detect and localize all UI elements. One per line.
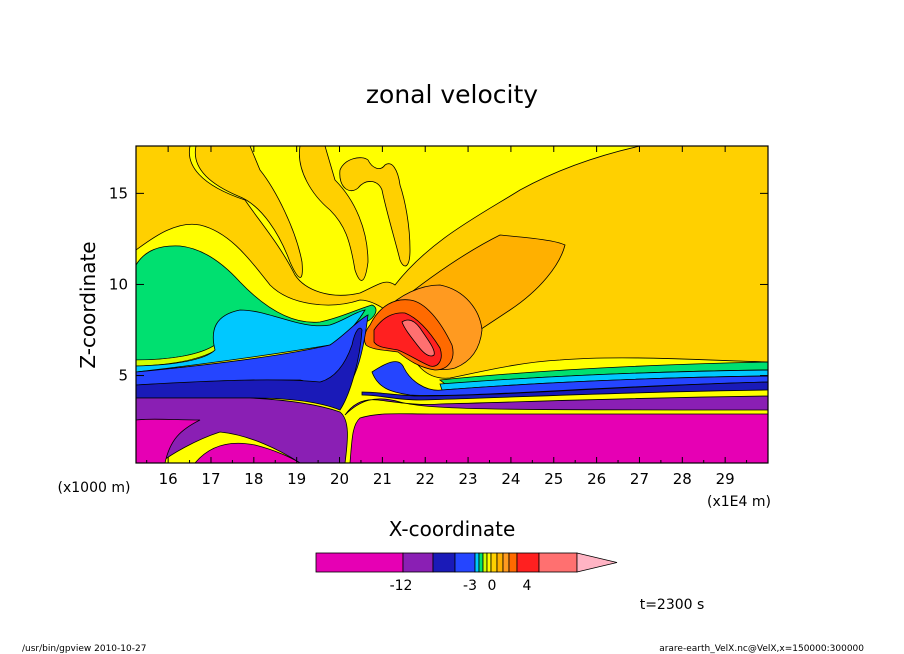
y-unit-label: (x1000 m) — [58, 480, 131, 496]
time-label: t=2300 s — [640, 597, 705, 613]
x-axis-label: X-coordinate — [389, 517, 516, 541]
colorbar-swatch — [402, 552, 434, 573]
contour-region-pink — [401, 319, 435, 357]
colorbar-swatch — [474, 552, 480, 573]
colorbar-swatch — [315, 552, 404, 573]
x-tick-label: 16 — [159, 470, 178, 488]
colorbar-label: -3 — [463, 578, 477, 594]
colorbar-swatch — [496, 552, 504, 573]
x-unit-label: (x1E4 m) — [707, 494, 771, 510]
footer-right: arare-earth_VelX.nc@VelX,x=150000:300000 — [659, 644, 864, 654]
y-axis-label: Z-coordinate — [76, 241, 100, 368]
x-tick-label: 29 — [716, 470, 735, 488]
x-tick-label: 23 — [459, 470, 478, 488]
colorbar-swatch — [538, 552, 578, 573]
x-tick-label: 19 — [287, 470, 306, 488]
colorbar-label: -12 — [390, 578, 413, 594]
colorbar-swatch — [482, 552, 488, 573]
colorbar-label: 0 — [488, 578, 497, 594]
plot-frame — [135, 145, 769, 464]
colorbar-swatch — [486, 552, 492, 573]
x-tick-label: 22 — [416, 470, 435, 488]
x-tick-label: 18 — [244, 470, 263, 488]
colorbar-swatch — [502, 552, 510, 573]
contour-field — [136, 146, 768, 463]
colorbar-swatch — [454, 552, 476, 573]
x-tick-label: 17 — [201, 470, 220, 488]
contour-region-orange-tongues — [194, 146, 411, 281]
contour-region-navy — [136, 327, 768, 411]
colorbar-swatch — [490, 552, 498, 573]
x-tick-label: 24 — [501, 470, 520, 488]
y-tick-label: 5 — [118, 367, 128, 385]
x-tick-label: 27 — [630, 470, 649, 488]
x-tick-label: 21 — [373, 470, 392, 488]
x-tick-label: 20 — [330, 470, 349, 488]
colorbar-swatch — [432, 552, 456, 573]
colorbar-label: 4 — [523, 578, 532, 594]
contour-region-magenta — [136, 413, 768, 463]
y-tick-label: 15 — [109, 184, 128, 202]
x-tick-label: 28 — [673, 470, 692, 488]
chart-title: zonal velocity — [366, 80, 538, 109]
x-tick-label: 26 — [587, 470, 606, 488]
colorbar-swatch — [478, 552, 484, 573]
colorbar-swatch — [508, 552, 518, 573]
colorbar-swatch — [516, 552, 540, 573]
x-tick-label: 25 — [544, 470, 563, 488]
colorbar: -12 -3 0 4 — [315, 552, 618, 594]
axes: 16 17 18 19 20 21 22 23 24 25 26 27 28 29 5 10 15 — [109, 146, 768, 488]
colorbar-arrow — [576, 552, 618, 573]
footer-left: /usr/bin/gpview 2010-10-27 — [22, 644, 146, 654]
y-tick-label: 10 — [109, 275, 128, 293]
